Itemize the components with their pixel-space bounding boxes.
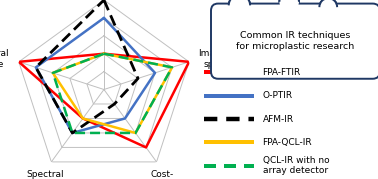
Text: Common IR techniques
for microplastic research: Common IR techniques for microplastic re… [236,32,355,51]
Circle shape [319,0,337,16]
Text: FPA-QCL-IR: FPA-QCL-IR [262,138,312,147]
Text: Cost-
effectiveness: Cost- effectiveness [132,170,193,179]
Text: O-PTIR: O-PTIR [262,91,293,100]
Text: Spectral
range: Spectral range [0,49,9,69]
Circle shape [229,0,250,16]
Circle shape [229,0,250,16]
Text: Spectral
quality: Spectral quality [27,170,64,179]
Circle shape [279,0,299,12]
Text: QCL-IR with no
array detector: QCL-IR with no array detector [262,156,329,175]
Text: Imaging
speed: Imaging speed [198,49,235,69]
FancyBboxPatch shape [211,4,378,79]
Text: FPA-FTIR: FPA-FTIR [262,68,301,77]
Circle shape [279,0,299,12]
Circle shape [319,0,337,16]
Text: AFM-IR: AFM-IR [262,115,294,124]
